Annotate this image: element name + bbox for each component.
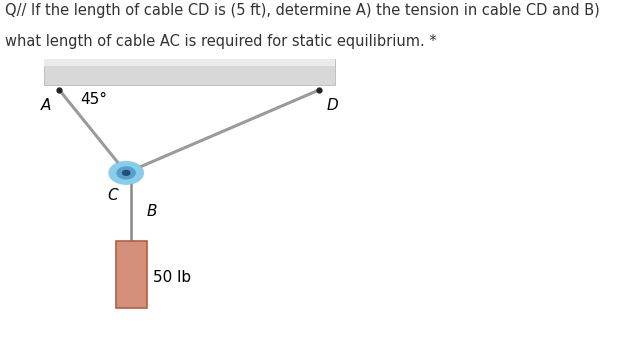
Text: C: C (108, 188, 119, 203)
Text: A: A (41, 98, 51, 113)
Bar (116, 241, 147, 308)
Text: what length of cable AC is required for static equilibrium. *: what length of cable AC is required for … (5, 34, 437, 49)
Circle shape (122, 171, 130, 175)
Circle shape (110, 162, 143, 184)
Text: D: D (327, 98, 339, 113)
Bar (44, 59, 335, 85)
Text: 50 lb: 50 lb (153, 271, 191, 285)
Circle shape (109, 161, 144, 184)
Circle shape (117, 167, 135, 179)
Bar (44, 59, 335, 66)
Text: Q// If the length of cable CD is (5 ft), determine A) the tension in cable CD an: Q// If the length of cable CD is (5 ft),… (5, 3, 600, 18)
Text: 45°: 45° (80, 92, 107, 106)
Text: B: B (147, 204, 157, 219)
